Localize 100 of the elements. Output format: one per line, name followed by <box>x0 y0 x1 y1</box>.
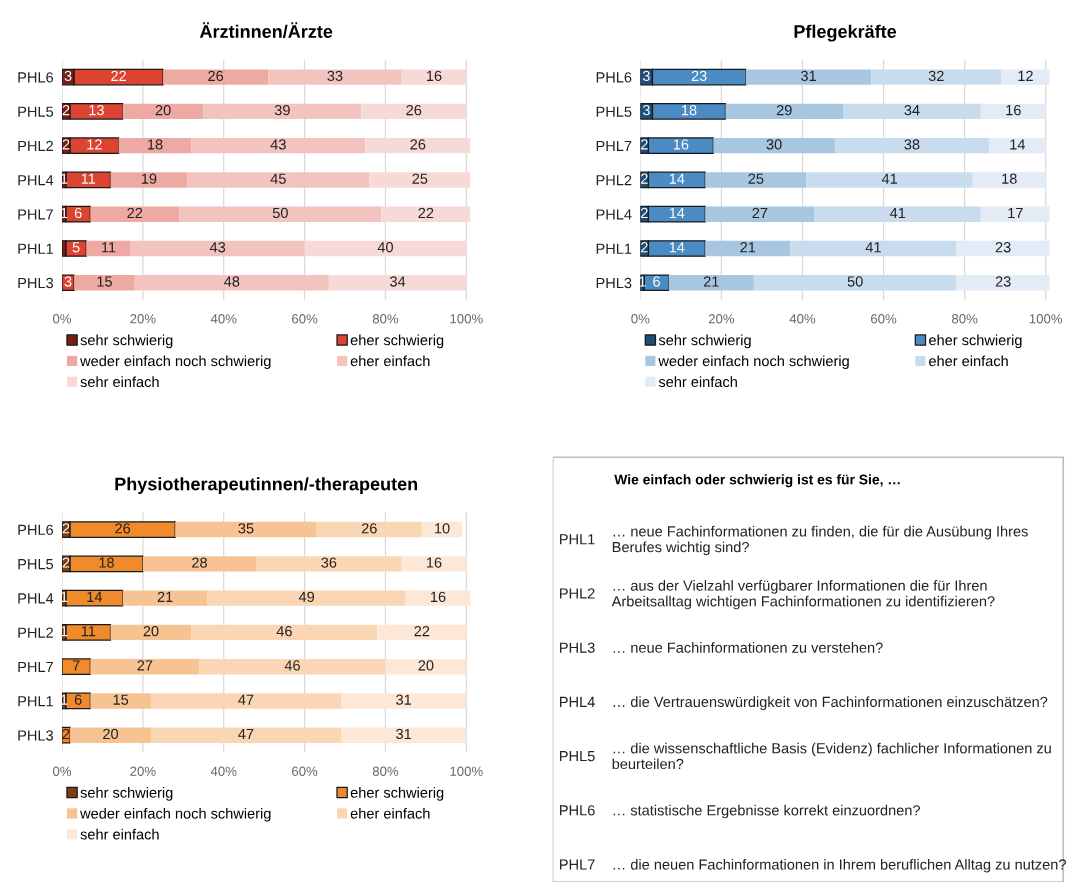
data-label: 2 <box>62 557 70 568</box>
text: Wie einfach oder schwierig ist es für Sie, … <box>614 474 900 488</box>
data-label: 14 <box>669 173 685 184</box>
bar <box>806 172 973 188</box>
data-label: 2 <box>62 523 70 534</box>
data-label: 6 <box>653 276 660 287</box>
text: … statistische Ergebnisse korrekt einzuordnen? <box>613 804 920 819</box>
x-tick-label: 20% <box>708 314 735 324</box>
data-label: 22 <box>418 207 434 218</box>
data-label: 41 <box>889 207 906 218</box>
bar <box>268 69 402 85</box>
y-tick-label: PHL4 <box>596 209 632 220</box>
chart-title: Pflegekräfte <box>794 24 897 42</box>
category-label: PHL6 <box>560 805 595 816</box>
data-label: 10 <box>435 523 450 534</box>
y-tick-label: PHL3 <box>596 277 632 289</box>
bar <box>316 521 422 538</box>
category-label: PHL7 <box>560 859 595 870</box>
data-label: 48 <box>224 276 240 287</box>
data-label: 25 <box>748 173 764 184</box>
bar <box>150 693 341 709</box>
bar <box>385 658 467 675</box>
legend-label: eher einfach <box>350 807 430 819</box>
bar <box>972 172 1046 188</box>
data-label: 31 <box>801 70 816 82</box>
bar <box>956 240 1050 257</box>
data-label: 18 <box>681 104 697 116</box>
bar <box>753 275 957 291</box>
data-label: 12 <box>1018 70 1033 81</box>
data-label: 39 <box>274 104 290 116</box>
bar <box>365 137 471 154</box>
data-label: 2 <box>62 139 70 150</box>
data-label: 25 <box>412 173 428 184</box>
category-label: PHL2 <box>560 588 595 599</box>
data-label: 46 <box>276 625 292 637</box>
text: … die wissenschaftliche Basis (Evidenz) fachlicher Informationen zu beurteilen? <box>612 742 1051 770</box>
bar <box>401 556 467 572</box>
data-label: 2 <box>62 104 70 116</box>
x-tick-label: 80% <box>952 314 978 324</box>
x-tick-label: 0% <box>52 766 72 776</box>
x-tick-label: 40% <box>210 314 237 324</box>
data-label: 26 <box>115 523 131 534</box>
legend-label: weder einfach noch schwierig <box>658 355 849 370</box>
data-label: 26 <box>406 104 422 116</box>
category-label: PHL5 <box>560 751 595 762</box>
bar <box>207 590 406 606</box>
data-label: 23 <box>995 276 1011 287</box>
data-label: 2 <box>641 207 648 218</box>
bar <box>790 240 957 257</box>
data-label: 31 <box>396 728 412 740</box>
bar <box>834 137 989 154</box>
data-label: 18 <box>148 139 163 150</box>
y-tick-label: PHL3 <box>18 730 54 741</box>
bar <box>90 206 180 222</box>
x-tick-label: 0% <box>52 314 72 324</box>
data-label: 34 <box>904 104 920 116</box>
x-tick-label: 40% <box>789 314 816 324</box>
bar <box>988 137 1046 154</box>
y-tick-label: PHL6 <box>18 72 54 83</box>
bar <box>369 172 471 188</box>
data-label: 3 <box>642 70 650 82</box>
data-label: 47 <box>238 728 254 739</box>
bar <box>705 206 815 222</box>
data-label: 41 <box>865 242 881 253</box>
bar <box>405 590 471 606</box>
data-label: 46 <box>284 660 300 671</box>
category-label: PHL1 <box>560 534 595 545</box>
bar <box>745 69 872 85</box>
category-label: PHL3 <box>560 642 595 653</box>
data-label: 18 <box>99 557 114 568</box>
data-label: 31 <box>396 694 412 705</box>
data-label: 6 <box>74 207 82 219</box>
data-label: 27 <box>137 660 153 671</box>
data-label: 50 <box>272 207 288 219</box>
y-tick-label: PHL4 <box>18 593 54 604</box>
y-tick-label: PHL6 <box>18 524 54 536</box>
bar <box>134 275 329 291</box>
x-tick-label: 60% <box>871 314 897 324</box>
bar <box>381 206 471 222</box>
legend-label: eher schwierig <box>350 787 444 801</box>
legend-label: sehr schwierig <box>80 334 173 349</box>
text: … neue Fachinformationen zu verstehen? <box>613 642 883 653</box>
y-tick-label: PHL5 <box>18 559 54 570</box>
bar <box>304 240 467 257</box>
x-tick-label: 60% <box>292 314 318 324</box>
text: … aus der Vielzahl verfügbarer Informationen die für Ihren Arbeitsalltag wichtigen Fachinformationen zu identifizieren? <box>611 580 995 610</box>
bar <box>86 240 131 257</box>
data-label: 38 <box>904 139 920 150</box>
bar <box>118 137 192 154</box>
bar <box>1001 69 1050 85</box>
x-tick-label: 100% <box>450 766 483 776</box>
data-label: 23 <box>995 242 1011 253</box>
text: … die Vertrauenswürdigkeit von Fachinformationen einzuschätzen? <box>613 696 1048 710</box>
data-label: 3 <box>64 276 72 287</box>
bar <box>705 240 791 257</box>
legend-label: weder einfach noch schwierig <box>80 355 271 370</box>
data-label: 18 <box>1002 173 1017 184</box>
bar <box>150 727 341 743</box>
bar <box>199 658 386 675</box>
bar <box>725 103 844 120</box>
